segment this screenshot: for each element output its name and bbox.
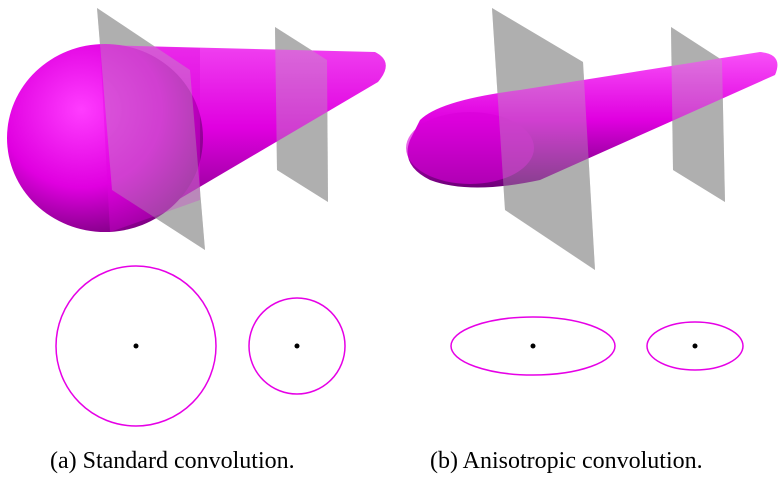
panel-a-cross-sections — [55, 265, 346, 427]
center-point-b-large — [530, 343, 536, 349]
center-point-small — [294, 343, 300, 349]
panel-a-3d-view — [7, 8, 386, 250]
cross-section-circle-large — [55, 265, 217, 427]
sphere-head-a — [7, 44, 203, 232]
cutting-plane-front-a — [97, 8, 205, 250]
blend-a — [100, 45, 200, 232]
caption-anisotropic-convolution: (b) Anisotropic convolution. — [430, 448, 703, 474]
panel-b-cross-sections — [450, 316, 744, 376]
cutting-plane-tip-front-b — [671, 27, 725, 202]
cutting-plane-front-b — [492, 8, 595, 270]
cross-section-ellipse-small — [646, 321, 744, 371]
cross-section-circle-small — [248, 297, 346, 395]
cross-section-ellipse-large — [450, 316, 616, 376]
cutting-plane-tip-front-a — [275, 27, 328, 202]
panel-b-3d-view — [406, 8, 778, 270]
caption-standard-convolution: (a) Standard convolution. — [50, 448, 295, 474]
center-point-b-small — [692, 343, 698, 349]
flattened-head-b — [406, 112, 534, 184]
center-point-large — [133, 343, 139, 349]
